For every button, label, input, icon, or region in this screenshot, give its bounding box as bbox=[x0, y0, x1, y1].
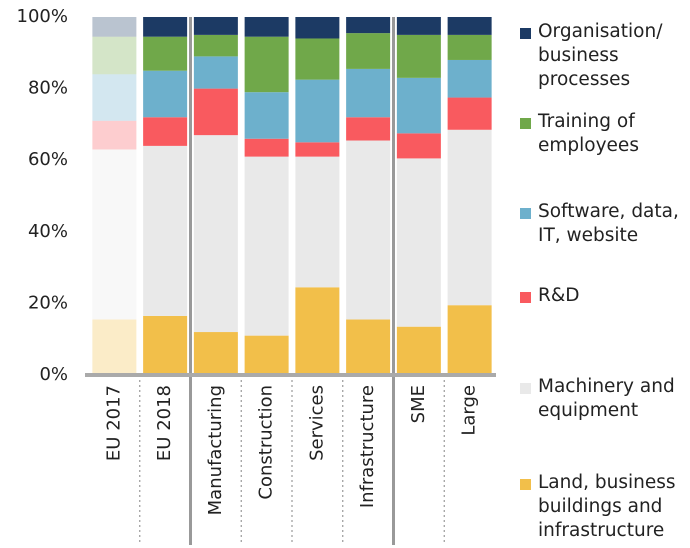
bar-segment bbox=[396, 34, 441, 78]
bar-segment bbox=[295, 156, 340, 288]
bar-segment bbox=[143, 17, 188, 37]
bar-segment bbox=[346, 140, 391, 320]
y-tick-label: 0% bbox=[39, 364, 68, 385]
bar-segment bbox=[244, 36, 289, 93]
bar-segment bbox=[92, 120, 137, 150]
legend-label: R&D bbox=[538, 285, 580, 306]
bar-segment bbox=[244, 138, 289, 157]
x-tick-label: Infrastructure bbox=[357, 385, 378, 508]
bar-segment bbox=[143, 36, 188, 71]
bar-segment bbox=[193, 17, 238, 35]
y-tick-label: 60% bbox=[28, 149, 68, 170]
x-tick-label: SME bbox=[408, 385, 429, 423]
legend-label: Training of employees bbox=[538, 111, 639, 156]
bar-segment bbox=[447, 305, 492, 375]
bar-segment bbox=[143, 315, 188, 375]
bar-segment bbox=[92, 17, 137, 37]
bar-segment bbox=[396, 158, 441, 327]
bar-segment bbox=[143, 145, 188, 316]
legend-label: Land, business buildings and infrastruct… bbox=[538, 472, 676, 541]
y-tick-label: 40% bbox=[28, 221, 68, 242]
bar-segment bbox=[295, 142, 340, 157]
bar-segment bbox=[396, 77, 441, 134]
bar-segment bbox=[346, 68, 391, 118]
bar-segment bbox=[346, 33, 391, 69]
x-tick-label: Manufacturing bbox=[205, 385, 226, 515]
bar-segment bbox=[346, 17, 391, 34]
bar-segment bbox=[346, 319, 391, 375]
legend-entry: Software, data, IT, website bbox=[520, 200, 685, 248]
legend-swatch bbox=[520, 28, 531, 39]
x-tick-label: Construction bbox=[256, 385, 277, 500]
legend-swatch bbox=[520, 383, 531, 394]
bar-segment bbox=[396, 133, 441, 159]
y-tick-label: 80% bbox=[28, 78, 68, 99]
bar-segment bbox=[193, 34, 238, 57]
legend-label: Software, data, IT, website bbox=[538, 201, 679, 246]
x-tick-label: EU 2017 bbox=[103, 385, 124, 461]
legend-label: Organisation/ business processes bbox=[538, 21, 663, 90]
bar-segment bbox=[92, 36, 137, 75]
legend-swatch bbox=[520, 118, 531, 129]
bar-segment bbox=[447, 17, 492, 35]
bar-segment bbox=[244, 335, 289, 375]
bar-segment bbox=[447, 129, 492, 306]
bar-segment bbox=[447, 97, 492, 130]
bar-segment bbox=[92, 149, 137, 320]
bar-segment bbox=[346, 117, 391, 141]
bar-segment bbox=[447, 34, 492, 60]
legend-entry: Organisation/ business processes bbox=[520, 20, 685, 92]
bar-segment bbox=[92, 74, 137, 121]
legend-entry: Land, business buildings and infrastruct… bbox=[520, 471, 685, 543]
bar-segment bbox=[396, 326, 441, 375]
bar-segment bbox=[143, 70, 188, 118]
bar-segment bbox=[244, 156, 289, 336]
x-tick-label: Large bbox=[459, 385, 480, 436]
legend-entry: Training of employees bbox=[520, 110, 685, 158]
y-tick-label: 100% bbox=[17, 6, 68, 27]
legend-swatch bbox=[520, 292, 531, 303]
legend-label: Machinery and equipment bbox=[538, 376, 675, 421]
bar-segment bbox=[193, 135, 238, 333]
legend-entry: R&D bbox=[520, 284, 685, 308]
bar-segment bbox=[92, 319, 137, 375]
bar-segment bbox=[295, 17, 340, 39]
bar-segment bbox=[244, 17, 289, 37]
bar-segment bbox=[244, 92, 289, 139]
legend-entry: Machinery and equipment bbox=[520, 375, 685, 423]
bar-segment bbox=[193, 88, 238, 136]
legend-swatch bbox=[520, 208, 531, 219]
bar-segment bbox=[193, 56, 238, 89]
bar-segment bbox=[193, 332, 238, 375]
bar-segment bbox=[295, 38, 340, 80]
legend-swatch bbox=[520, 479, 531, 490]
y-tick-label: 20% bbox=[28, 292, 68, 313]
bar-segment bbox=[447, 59, 492, 98]
x-tick-label: EU 2018 bbox=[154, 385, 175, 461]
bar-segment bbox=[396, 17, 441, 35]
bar-segment bbox=[295, 287, 340, 375]
x-tick-label: Services bbox=[306, 385, 327, 461]
bar-segment bbox=[295, 79, 340, 143]
bar-segment bbox=[143, 117, 188, 146]
